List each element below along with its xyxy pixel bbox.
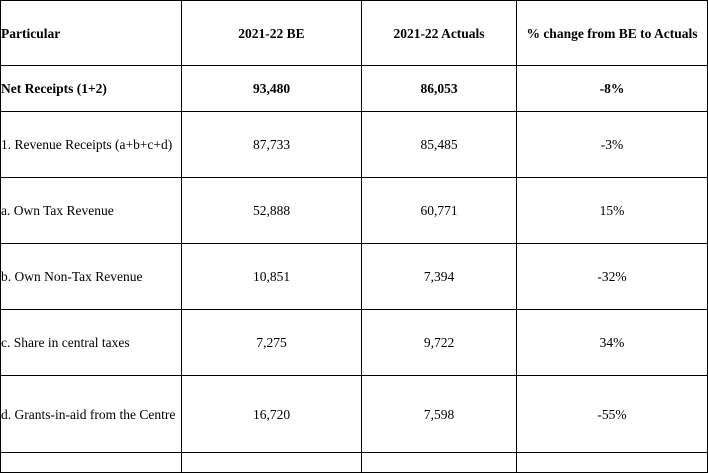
row-change: -8% [516,65,708,112]
table-row: c. Share in central taxes 7,275 9,722 34… [0,309,708,376]
row-particular: 1. Revenue Receipts (a+b+c+d) [0,111,182,178]
table-row: a. Own Tax Revenue 52,888 60,771 15% [0,177,708,244]
row-be: 87,733 [181,111,362,178]
header-be: 2021-22 BE [181,0,362,66]
empty-cell [516,452,708,473]
row-be: 93,480 [181,65,362,112]
row-change: 15% [516,177,708,244]
row-actuals: 60,771 [361,177,517,244]
row-change: -55% [516,375,708,453]
row-be: 10,851 [181,243,362,310]
table-row: d. Grants-in-aid from the Centre 16,720 … [0,375,708,453]
empty-cell [361,452,517,473]
row-particular: b. Own Non-Tax Revenue [0,243,182,310]
row-be: 16,720 [181,375,362,453]
row-actuals: 9,722 [361,309,517,376]
row-actuals: 86,053 [361,65,517,112]
row-change: 34% [516,309,708,376]
header-particular: Particular [0,0,182,66]
row-particular: a. Own Tax Revenue [0,177,182,244]
row-actuals: 85,485 [361,111,517,178]
table-row-partial [0,452,708,473]
row-actuals: 7,598 [361,375,517,453]
empty-cell [181,452,362,473]
row-be: 7,275 [181,309,362,376]
table-row: b. Own Non-Tax Revenue 10,851 7,394 -32% [0,243,708,310]
header-change: % change from BE to Actuals [516,0,708,66]
header-actuals: 2021-22 Actuals [361,0,517,66]
table-row: Net Receipts (1+2) 93,480 86,053 -8% [0,65,708,112]
row-change: -3% [516,111,708,178]
table-row: 1. Revenue Receipts (a+b+c+d) 87,733 85,… [0,111,708,178]
table-header-row: Particular 2021-22 BE 2021-22 Actuals % … [0,0,708,66]
row-actuals: 7,394 [361,243,517,310]
row-change: -32% [516,243,708,310]
row-be: 52,888 [181,177,362,244]
row-particular: d. Grants-in-aid from the Centre [0,375,182,453]
row-particular: c. Share in central taxes [0,309,182,376]
row-particular: Net Receipts (1+2) [0,65,182,112]
empty-cell [0,452,182,473]
